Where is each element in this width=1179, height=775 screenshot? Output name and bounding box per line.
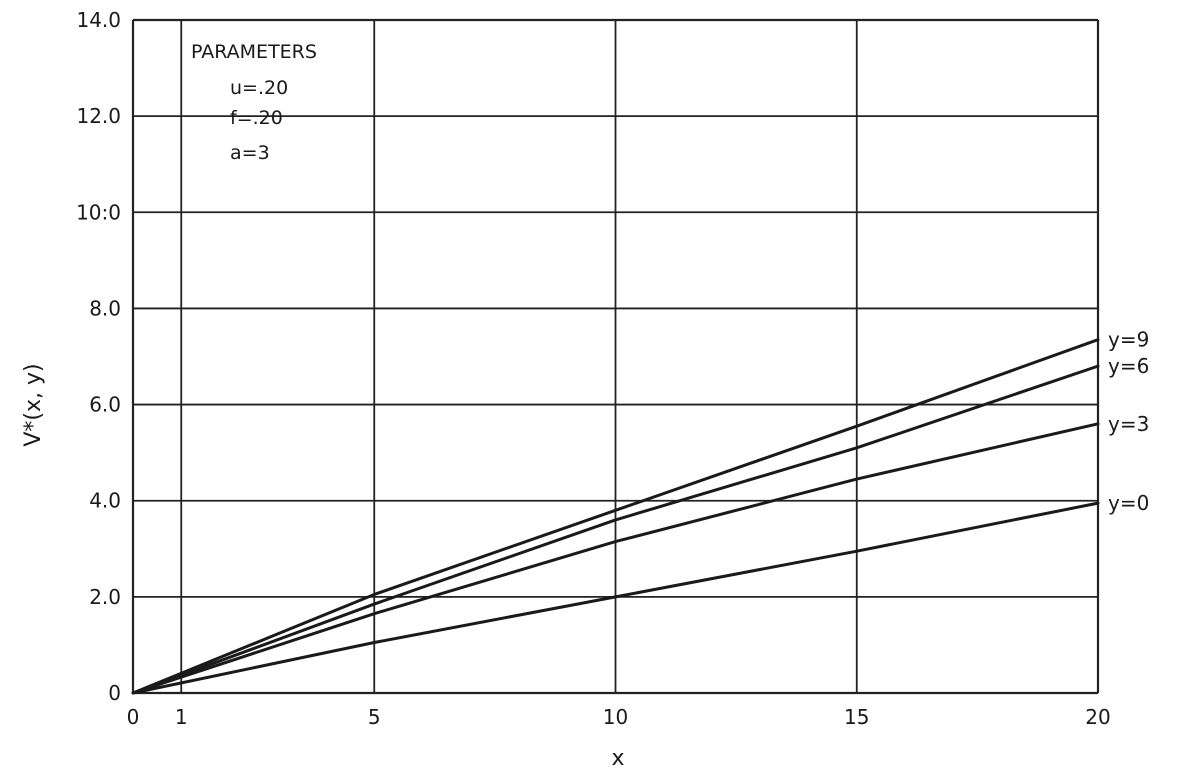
- y-tick-label: 0: [108, 681, 121, 705]
- parameters-heading: PARAMETERS: [191, 41, 317, 63]
- x-tick-label: 5: [368, 705, 381, 729]
- x-tick-label: 10: [603, 705, 628, 729]
- series-line-y=3: [131, 422, 1100, 695]
- y-tick-label: 4.0: [89, 489, 121, 513]
- y-axis-label: V*(x, y): [21, 363, 46, 446]
- x-tick-label: 1: [175, 705, 188, 729]
- y-tick-label: 14.0: [76, 8, 121, 32]
- parameter-u: u=.20: [230, 77, 288, 99]
- series-labels: y=9y=6 y=3 y=0: [1108, 328, 1149, 515]
- series-label: y=3: [1108, 412, 1149, 436]
- parameters-box: PARAMETERS u=.20 f=.20 a=3: [191, 41, 317, 164]
- y-tick-label: 6.0: [89, 393, 121, 417]
- series-label: y=0: [1108, 491, 1149, 515]
- y-tick-label: 8.0: [89, 296, 121, 320]
- x-axis-label: x: [611, 746, 624, 771]
- parameter-f: f=.20: [230, 107, 283, 129]
- series-lines: [131, 338, 1100, 695]
- x-tick-label: 15: [844, 705, 869, 729]
- y-tick-label: 12.0: [76, 104, 121, 128]
- x-tick-label: 20: [1085, 705, 1110, 729]
- series-line-y=6: [131, 364, 1100, 695]
- series-label: y=6: [1108, 354, 1149, 378]
- series-line-y=9: [131, 338, 1100, 695]
- grid: [131, 18, 1100, 695]
- y-tick-label: 10:0: [76, 200, 121, 224]
- series-line-y=0: [131, 501, 1100, 695]
- y-tick-label: 2.0: [89, 585, 121, 609]
- parameter-a: a=3: [230, 142, 270, 164]
- x-tick-label: 0: [127, 705, 140, 729]
- series-label: y=9: [1108, 328, 1149, 352]
